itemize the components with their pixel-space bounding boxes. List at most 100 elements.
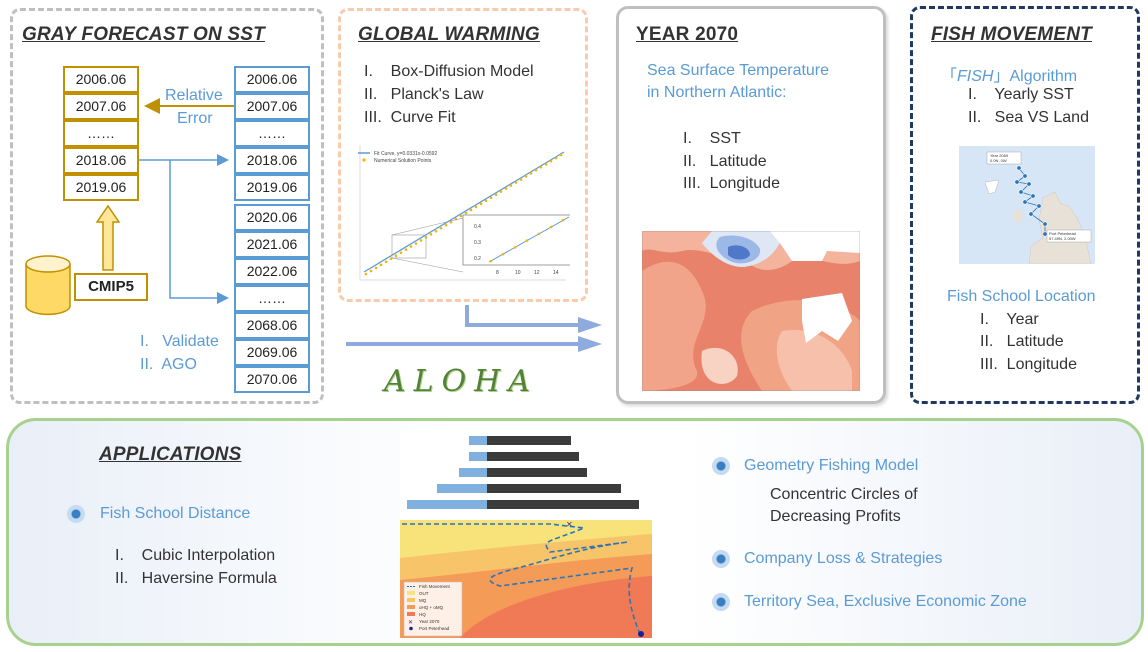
cmip5-label: CMIP5 [88, 278, 134, 295]
route-point [1030, 193, 1036, 199]
solution-point [389, 257, 393, 261]
map-label-2b: 57.49N, 2.00W [1049, 236, 1076, 241]
route-point [1042, 221, 1048, 227]
solution-point [469, 208, 473, 212]
inset-solution-point [525, 239, 529, 242]
y2070-item-1: I. SST [683, 130, 741, 147]
right-year-box: 2018.06 [234, 147, 310, 174]
left-year-box: 2019.06 [63, 174, 139, 201]
solution-point [519, 178, 523, 181]
loss-bar [469, 436, 487, 445]
y2070-item-3: III. Longitude [683, 175, 780, 192]
solution-point [419, 239, 423, 242]
solution-point [464, 211, 468, 215]
solution-point [539, 165, 543, 169]
geometry-model-label: Geometry Fishing Model [744, 457, 919, 474]
inset-points [489, 218, 565, 263]
profit-bar [487, 452, 579, 461]
fish-algorithm-open: 「 [941, 68, 958, 85]
right-year-box: 2022.06 [234, 258, 310, 285]
legend-swatch [409, 626, 413, 631]
fish-school-distance-label: Fish School Distance [100, 505, 251, 522]
right-year-box: 2006.06 [234, 66, 310, 93]
inset-solution-point [549, 225, 553, 229]
company-loss-label: Company Loss & Strategies [744, 550, 943, 567]
solution-point [479, 202, 483, 206]
profit-bar [487, 468, 587, 477]
right-year-box: 2019.06 [234, 174, 310, 201]
inset-y-tick: 0.4 [474, 224, 481, 230]
route-point [1022, 199, 1028, 205]
fish-movement-title: FISH MOVEMENT [931, 24, 1092, 45]
geometry-desc-2: Decreasing Profits [770, 508, 901, 525]
profit-bar [487, 436, 571, 445]
inset-x-tick: 12 [534, 270, 540, 276]
algo-item-1: I. Yearly SST [968, 86, 1074, 103]
solution-point [484, 199, 488, 203]
solution-point [489, 196, 493, 200]
solution-point [364, 272, 368, 276]
solution-point [504, 187, 508, 190]
loss-bar [469, 452, 487, 461]
map-label-1b: 0.0N, 0W [990, 158, 1007, 163]
inset-plot [462, 214, 570, 266]
solution-point [514, 181, 518, 184]
fish-school-location-title: Fish School Location [947, 288, 1096, 305]
sst-subtitle-1: Sea Surface Temperature [647, 62, 830, 79]
legend-label: oHQ + oMQ [419, 605, 444, 610]
legend-swatch [407, 612, 415, 616]
solution-point [559, 153, 563, 157]
solution-point [369, 269, 373, 273]
location-item-2: II. Latitude [980, 333, 1064, 350]
route-point [1028, 211, 1034, 217]
right-year-box: …… [234, 285, 310, 312]
route-point [1026, 181, 1032, 187]
route-point [1022, 173, 1028, 179]
fish-movement-panel [910, 6, 1140, 404]
fsd-item-1: I. Cubic Interpolation [115, 547, 276, 564]
legend-points-label: Numerical Solution Points [374, 158, 432, 164]
solution-point [549, 159, 553, 163]
solution-point [434, 230, 438, 233]
inset-y-tick: 0.3 [474, 240, 481, 246]
loss-bar [459, 468, 487, 477]
inset-solution-point [501, 252, 505, 256]
right-year-box: 2007.06 [234, 93, 310, 120]
database-icon [25, 255, 71, 316]
inset-solution-point [537, 232, 541, 236]
map-label-2a: Port Peterhead [1049, 231, 1076, 236]
right-year-box: 2069.06 [234, 339, 310, 366]
profit-bar [487, 484, 621, 493]
gw-item-2: II. Planck's Law [364, 86, 484, 103]
solution-point [459, 214, 463, 218]
solution-point [399, 251, 403, 254]
bracket-arrow [465, 305, 580, 327]
ago-step: II. AGO [140, 356, 197, 373]
sst-subtitle-2: in Northern Atlantic: [647, 84, 787, 101]
legend-swatch [407, 605, 415, 609]
solution-point [429, 233, 433, 236]
legend-swatch [407, 598, 415, 602]
left-year-box: 2007.06 [63, 93, 139, 120]
fit-curve-line [363, 151, 565, 273]
left-year-box: …… [63, 120, 139, 147]
numerical-points [364, 153, 563, 276]
solution-point [509, 184, 513, 187]
location-item-3: III. Longitude [980, 356, 1077, 373]
solution-point [474, 205, 478, 209]
y2070-item-2: II. Latitude [683, 153, 767, 170]
solution-point [404, 248, 408, 251]
legend-label: MQ [419, 598, 427, 603]
inset-solution-point [489, 259, 493, 263]
solution-point [394, 254, 398, 257]
fish-algorithm-label: 「FISH」Algorithm [941, 62, 1077, 86]
map-label-1a: Year 2069 [990, 153, 1009, 158]
applications-title: APPLICATIONS [99, 444, 242, 465]
profit-bar [487, 500, 639, 509]
loss-bar-chart [400, 430, 652, 518]
fsd-item-2: II. Haversine Formula [115, 570, 277, 587]
legend-label: Port Peterhead [419, 626, 450, 631]
geometry-desc-1: Concentric Circles of [770, 486, 918, 503]
solution-point [524, 175, 528, 178]
solution-point [409, 245, 413, 248]
